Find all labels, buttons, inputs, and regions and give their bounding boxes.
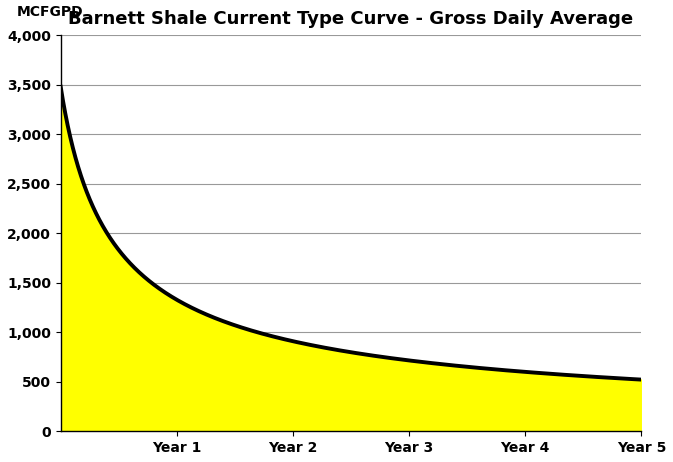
- Title: Barnett Shale Current Type Curve - Gross Daily Average: Barnett Shale Current Type Curve - Gross…: [69, 10, 633, 28]
- Text: MCFGPD: MCFGPD: [17, 6, 83, 19]
